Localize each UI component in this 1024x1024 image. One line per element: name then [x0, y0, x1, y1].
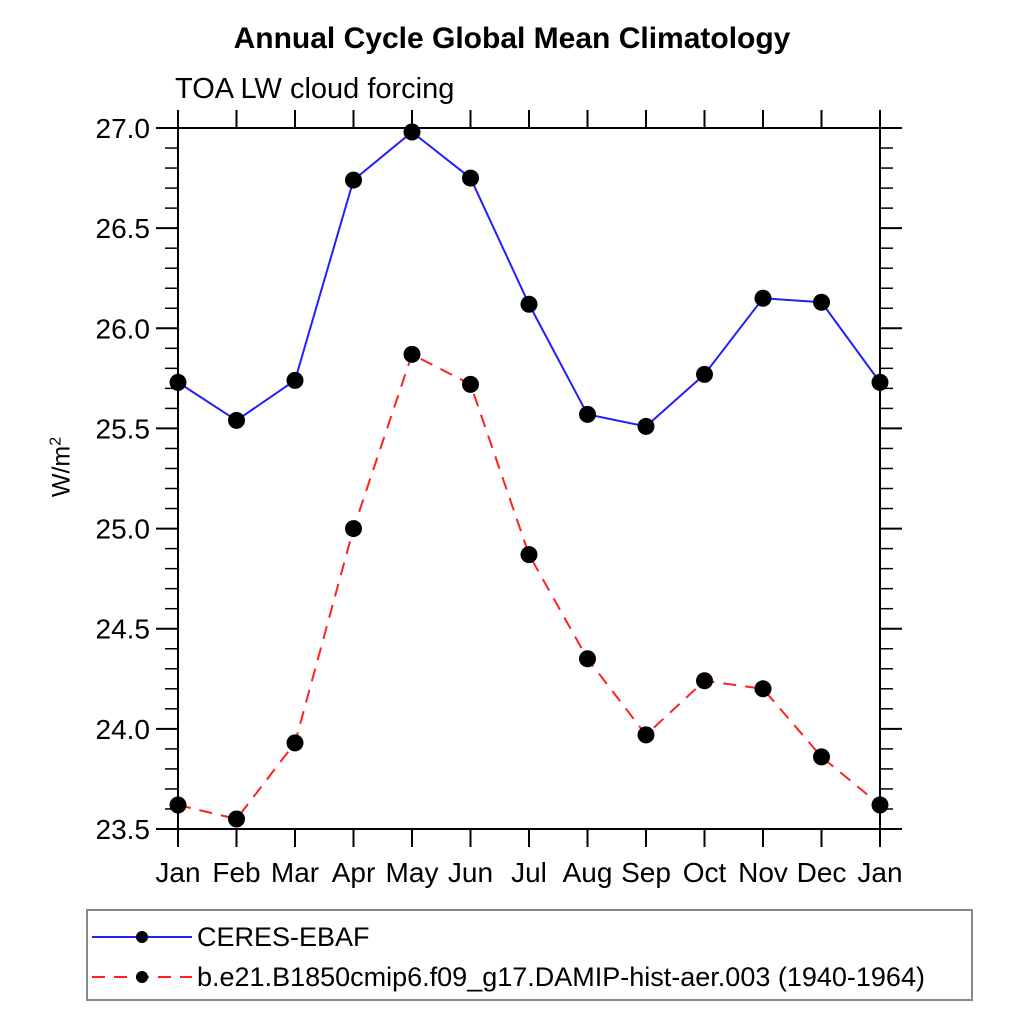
series-line — [177, 352, 881, 821]
data-point-marker — [462, 375, 479, 393]
data-point-marker — [286, 371, 304, 389]
y-tick-label: 25.0 — [96, 514, 151, 545]
legend-marker-icon — [136, 971, 148, 983]
y-tick-label: 24.0 — [96, 714, 151, 745]
data-point-marker — [637, 417, 655, 435]
chart-title: Annual Cycle Global Mean Climatology — [233, 22, 791, 55]
x-tick-label: Oct — [683, 857, 727, 888]
data-point-marker — [871, 796, 889, 814]
legend-line-sample-solid — [92, 931, 192, 943]
plot-frame — [177, 127, 881, 830]
x-tick-label: Apr — [332, 857, 376, 888]
x-tick-label: Sep — [621, 857, 671, 888]
x-tick-label: Feb — [212, 857, 260, 888]
data-point-marker — [813, 293, 830, 311]
series-line — [177, 130, 881, 428]
x-tick-label: Mar — [271, 857, 319, 888]
data-point-marker — [345, 520, 362, 538]
y-tick-label: 27.0 — [96, 113, 151, 144]
data-point-marker — [754, 680, 772, 698]
x-tick-label: Jul — [511, 857, 547, 888]
x-tick-label: Jun — [448, 857, 493, 888]
y-tick-label: 24.5 — [96, 614, 151, 645]
data-point-marker — [520, 546, 538, 564]
legend-item: CERES-EBAF — [90, 921, 370, 952]
data-point-marker — [579, 650, 596, 668]
data-point-marker — [520, 295, 538, 313]
data-point-marker — [169, 373, 187, 391]
data-point-marker — [228, 411, 245, 429]
data-point-marker — [462, 169, 479, 187]
x-tick-label: Aug — [563, 857, 613, 888]
data-point-marker — [871, 373, 889, 391]
legend-item: b.e21.B1850cmip6.f09_g17.DAMIP-hist-aer.… — [90, 961, 925, 992]
data-point-marker — [637, 726, 655, 744]
x-tick-label: May — [386, 857, 439, 888]
chart-subtitle: TOA LW cloud forcing — [175, 73, 455, 105]
x-tick-label: Nov — [738, 857, 788, 888]
y-tick-label: 26.5 — [96, 213, 151, 244]
data-point-marker — [403, 345, 421, 363]
legend-marker-icon — [136, 931, 148, 943]
y-tick-label: 26.0 — [96, 313, 151, 344]
data-point-marker — [228, 810, 245, 828]
data-point-marker — [286, 734, 304, 752]
data-point-marker — [345, 171, 362, 189]
legend-item-label: CERES-EBAF — [197, 921, 370, 952]
y-tick-label: 25.5 — [96, 413, 151, 444]
legend-item-label: b.e21.B1850cmip6.f09_g17.DAMIP-hist-aer.… — [197, 961, 925, 992]
data-point-marker — [696, 365, 713, 383]
data-point-marker — [813, 748, 830, 766]
legend-line-sample-dashed — [92, 971, 192, 983]
data-point-marker — [403, 123, 421, 141]
data-point-marker — [696, 672, 713, 690]
x-tick-label: Jan — [155, 857, 200, 888]
data-point-marker — [169, 796, 187, 814]
data-point-marker — [754, 289, 772, 307]
x-tick-label: Jan — [857, 857, 902, 888]
data-point-marker — [579, 405, 596, 423]
legend-box: CERES-EBAF b.e21.B1850cmip6.f09_g17.DAMI… — [86, 909, 973, 1001]
x-tick-label: Dec — [797, 857, 847, 888]
y-tick-label: 23.5 — [96, 814, 151, 845]
